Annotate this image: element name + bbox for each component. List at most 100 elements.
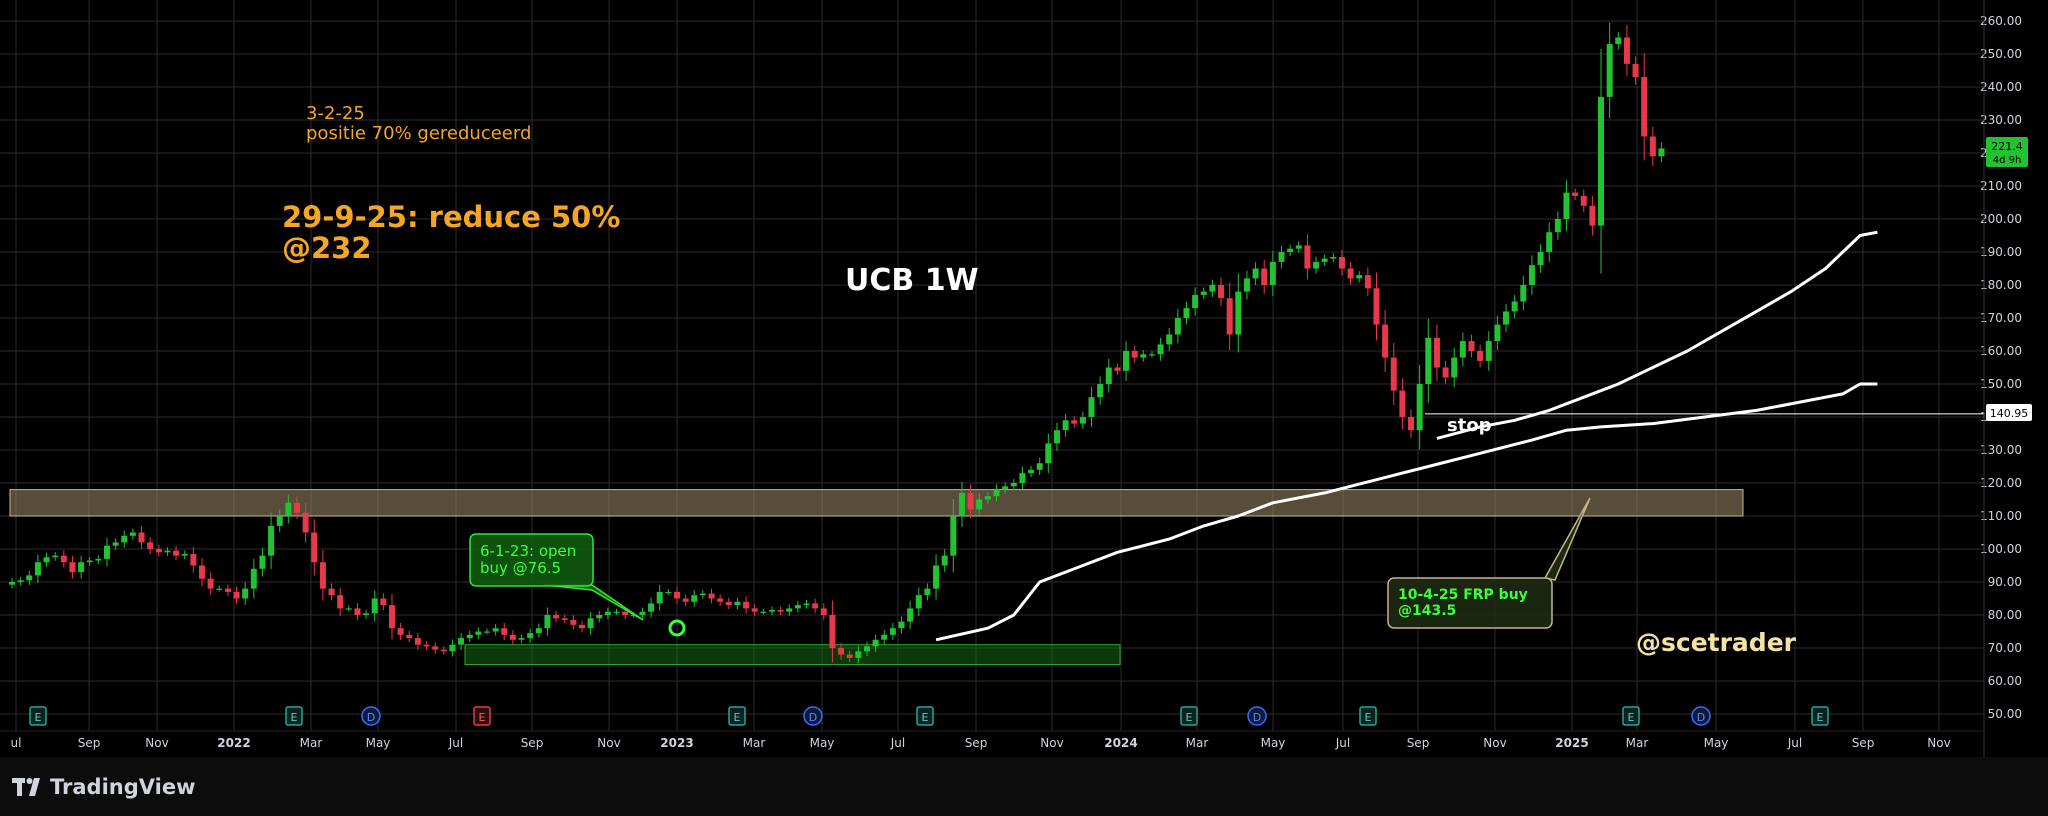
- candle[interactable]: [1641, 53, 1648, 161]
- candle[interactable]: [190, 546, 197, 573]
- event-marker-dividend[interactable]: D: [1691, 706, 1711, 726]
- candle[interactable]: [596, 610, 603, 623]
- candle[interactable]: [86, 557, 93, 566]
- candle[interactable]: [501, 622, 508, 641]
- candle[interactable]: [691, 589, 698, 608]
- candle[interactable]: [216, 585, 223, 592]
- candle[interactable]: [734, 597, 741, 610]
- candle[interactable]: [535, 623, 542, 638]
- candle[interactable]: [1278, 245, 1285, 269]
- candle[interactable]: [1088, 387, 1095, 427]
- candle[interactable]: [1123, 341, 1130, 381]
- candle[interactable]: [1528, 255, 1535, 295]
- candle[interactable]: [1036, 457, 1043, 476]
- candle[interactable]: [1477, 344, 1484, 368]
- candle[interactable]: [1399, 378, 1406, 430]
- candle[interactable]: [1252, 262, 1259, 285]
- candle[interactable]: [138, 526, 145, 549]
- candle[interactable]: [423, 641, 430, 650]
- event-marker-dividend[interactable]: D: [361, 706, 381, 726]
- candle[interactable]: [112, 538, 119, 550]
- candle[interactable]: [1269, 250, 1276, 297]
- candle[interactable]: [1572, 188, 1579, 201]
- candle[interactable]: [1287, 244, 1294, 257]
- candle[interactable]: [1615, 32, 1622, 50]
- candle[interactable]: [1304, 234, 1311, 280]
- candle[interactable]: [1563, 180, 1570, 232]
- candle[interactable]: [889, 622, 896, 641]
- candle[interactable]: [1200, 287, 1207, 300]
- candle[interactable]: [1192, 287, 1199, 316]
- candle[interactable]: [1347, 262, 1354, 285]
- candle[interactable]: [1002, 482, 1009, 494]
- candle[interactable]: [1632, 56, 1639, 85]
- candle[interactable]: [328, 583, 335, 601]
- candle[interactable]: [509, 630, 516, 645]
- candle[interactable]: [1554, 211, 1561, 240]
- candle[interactable]: [1097, 376, 1104, 405]
- candle[interactable]: [1330, 253, 1337, 263]
- candle[interactable]: [147, 537, 154, 555]
- candle[interactable]: [1408, 409, 1415, 438]
- candle[interactable]: [1226, 282, 1233, 351]
- candle[interactable]: [60, 550, 67, 568]
- candle[interactable]: [121, 530, 128, 548]
- candle[interactable]: [768, 606, 775, 616]
- candle[interactable]: [1589, 195, 1596, 236]
- candle[interactable]: [414, 632, 421, 650]
- candle[interactable]: [458, 632, 465, 650]
- candle[interactable]: [673, 586, 680, 604]
- candle[interactable]: [656, 584, 663, 611]
- candle[interactable]: [1019, 466, 1026, 490]
- event-marker-earnings[interactable]: E: [29, 706, 47, 726]
- candle[interactable]: [527, 628, 534, 643]
- candle[interactable]: [233, 586, 240, 604]
- candle[interactable]: [743, 596, 750, 614]
- candle[interactable]: [518, 634, 525, 644]
- candle[interactable]: [829, 600, 836, 663]
- candle[interactable]: [933, 554, 940, 600]
- candle[interactable]: [570, 615, 577, 630]
- candle[interactable]: [1157, 337, 1164, 361]
- candle[interactable]: [276, 509, 283, 533]
- candle[interactable]: [1606, 22, 1613, 119]
- candle[interactable]: [1511, 295, 1518, 318]
- candle[interactable]: [319, 549, 326, 601]
- candle[interactable]: [561, 614, 568, 624]
- candle[interactable]: [1261, 259, 1268, 294]
- candle[interactable]: [751, 604, 758, 616]
- candle[interactable]: [1459, 332, 1466, 367]
- candle[interactable]: [1313, 256, 1320, 274]
- candle[interactable]: [958, 481, 965, 528]
- candle[interactable]: [1598, 48, 1605, 274]
- candle[interactable]: [492, 624, 499, 636]
- candle[interactable]: [1546, 222, 1553, 262]
- candle[interactable]: [967, 484, 974, 519]
- candle[interactable]: [103, 538, 110, 567]
- candle[interactable]: [1105, 358, 1112, 393]
- last-price-badge[interactable]: 221.4 4d 9h: [1986, 137, 2028, 167]
- candle[interactable]: [725, 597, 732, 610]
- candle[interactable]: [311, 519, 318, 576]
- candlesticks[interactable]: [9, 22, 1665, 664]
- candle[interactable]: [164, 547, 171, 556]
- candle[interactable]: [34, 554, 41, 583]
- candle[interactable]: [43, 552, 50, 567]
- candle[interactable]: [1537, 244, 1544, 273]
- candle[interactable]: [440, 646, 447, 655]
- candle[interactable]: [1243, 270, 1250, 300]
- candle[interactable]: [665, 588, 672, 595]
- candle[interactable]: [173, 545, 180, 561]
- candle[interactable]: [52, 552, 59, 561]
- candle[interactable]: [907, 600, 914, 630]
- event-marker-earnings[interactable]: E: [1180, 706, 1198, 726]
- candle[interactable]: [1209, 279, 1216, 297]
- candle[interactable]: [95, 555, 102, 565]
- candle[interactable]: [613, 608, 620, 615]
- candle[interactable]: [1416, 364, 1423, 450]
- candle[interactable]: [924, 583, 931, 601]
- candle[interactable]: [682, 594, 689, 606]
- candle[interactable]: [984, 492, 991, 504]
- candle[interactable]: [855, 646, 862, 664]
